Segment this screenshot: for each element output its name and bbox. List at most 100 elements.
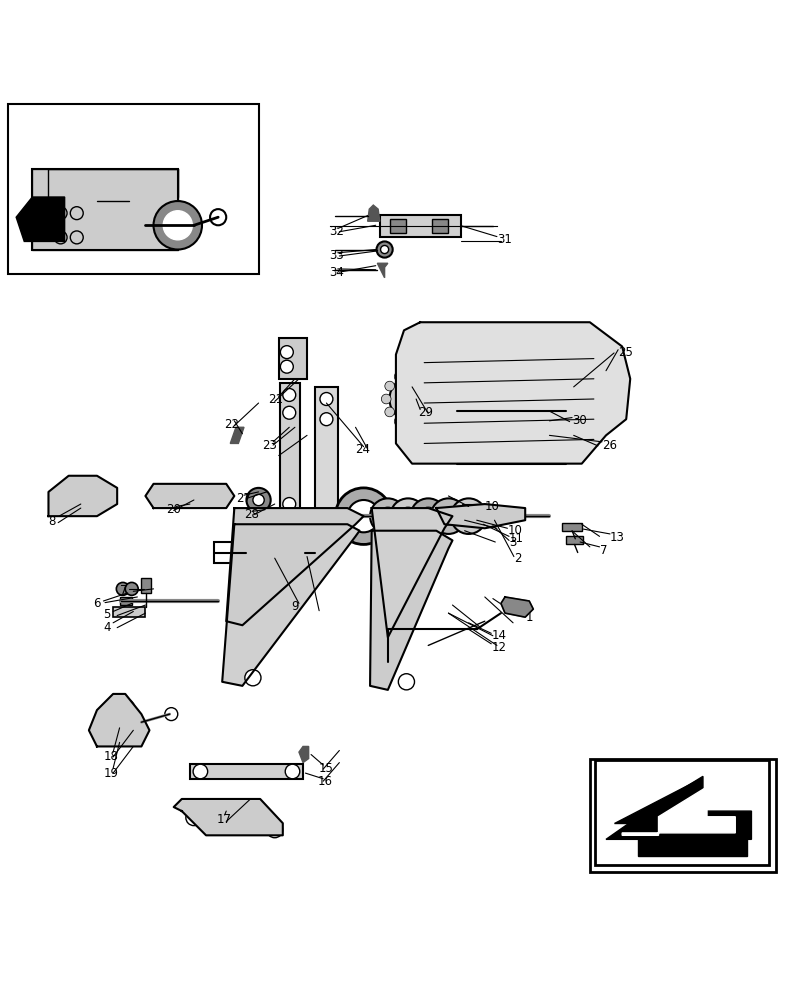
Polygon shape bbox=[16, 197, 65, 241]
Text: 13: 13 bbox=[610, 531, 625, 544]
Text: 3: 3 bbox=[509, 536, 516, 549]
Text: 26: 26 bbox=[602, 439, 617, 452]
Polygon shape bbox=[372, 508, 452, 637]
Text: 29: 29 bbox=[419, 406, 434, 419]
Text: 7: 7 bbox=[120, 584, 127, 597]
Text: 9: 9 bbox=[291, 600, 298, 613]
Circle shape bbox=[430, 381, 440, 391]
Circle shape bbox=[381, 394, 391, 404]
Bar bbox=[432, 219, 448, 233]
Circle shape bbox=[407, 368, 417, 378]
Text: 8: 8 bbox=[48, 515, 56, 528]
Bar bbox=[566, 536, 583, 544]
Text: 20: 20 bbox=[166, 503, 180, 516]
Circle shape bbox=[431, 498, 466, 534]
Circle shape bbox=[267, 822, 283, 838]
Bar bbox=[214, 542, 315, 563]
Bar bbox=[141, 578, 151, 593]
Circle shape bbox=[377, 241, 393, 258]
Circle shape bbox=[419, 507, 437, 525]
Circle shape bbox=[347, 500, 380, 532]
Text: 27: 27 bbox=[236, 492, 251, 505]
Polygon shape bbox=[145, 484, 234, 508]
Polygon shape bbox=[222, 524, 360, 686]
Circle shape bbox=[394, 372, 404, 381]
Polygon shape bbox=[230, 427, 244, 443]
Circle shape bbox=[420, 372, 430, 381]
Circle shape bbox=[193, 764, 208, 779]
Polygon shape bbox=[377, 263, 388, 278]
Bar bbox=[380, 215, 461, 237]
Circle shape bbox=[285, 764, 300, 779]
Text: 32: 32 bbox=[330, 225, 344, 238]
Circle shape bbox=[245, 670, 261, 686]
Circle shape bbox=[186, 809, 202, 826]
Text: 21: 21 bbox=[268, 393, 284, 406]
Circle shape bbox=[163, 211, 192, 240]
Bar bbox=[595, 760, 769, 865]
Polygon shape bbox=[614, 779, 747, 856]
Circle shape bbox=[283, 388, 296, 401]
Circle shape bbox=[385, 381, 394, 391]
Circle shape bbox=[460, 507, 478, 525]
Circle shape bbox=[394, 417, 404, 426]
Circle shape bbox=[79, 478, 99, 498]
Text: 10: 10 bbox=[507, 524, 522, 537]
Bar bbox=[190, 764, 303, 779]
Circle shape bbox=[400, 387, 424, 411]
Circle shape bbox=[433, 394, 443, 404]
Text: 30: 30 bbox=[572, 414, 587, 427]
Bar bbox=[469, 411, 549, 460]
Text: 2: 2 bbox=[514, 552, 521, 565]
Circle shape bbox=[259, 508, 271, 521]
Polygon shape bbox=[226, 508, 364, 625]
Text: 33: 33 bbox=[330, 249, 344, 262]
Circle shape bbox=[389, 376, 435, 422]
Text: 11: 11 bbox=[509, 532, 524, 545]
Polygon shape bbox=[436, 504, 525, 528]
Polygon shape bbox=[174, 799, 283, 835]
Circle shape bbox=[440, 507, 457, 525]
Circle shape bbox=[253, 494, 264, 506]
Bar bbox=[280, 383, 300, 516]
Text: 18: 18 bbox=[103, 750, 118, 763]
Bar bbox=[120, 597, 132, 605]
Polygon shape bbox=[89, 694, 149, 746]
Circle shape bbox=[111, 718, 135, 742]
Text: 23: 23 bbox=[263, 439, 277, 452]
Circle shape bbox=[370, 498, 406, 534]
Circle shape bbox=[63, 490, 82, 510]
Text: 31: 31 bbox=[497, 233, 511, 246]
Text: 4: 4 bbox=[103, 621, 111, 634]
Bar bbox=[113, 607, 145, 617]
Circle shape bbox=[283, 498, 296, 511]
Text: 34: 34 bbox=[330, 266, 344, 279]
Bar bbox=[562, 523, 582, 531]
Polygon shape bbox=[368, 205, 380, 221]
Text: 24: 24 bbox=[356, 443, 371, 456]
Circle shape bbox=[320, 393, 333, 405]
Text: 12: 12 bbox=[491, 641, 507, 654]
Circle shape bbox=[407, 420, 417, 430]
Circle shape bbox=[320, 413, 333, 426]
Bar bbox=[8, 104, 259, 274]
Polygon shape bbox=[48, 476, 117, 516]
Circle shape bbox=[280, 346, 293, 359]
Bar bbox=[390, 219, 406, 233]
Circle shape bbox=[116, 582, 129, 595]
Bar bbox=[32, 169, 178, 250]
Bar bbox=[279, 338, 307, 379]
Bar bbox=[590, 759, 776, 872]
Text: 5: 5 bbox=[103, 608, 111, 621]
Text: 15: 15 bbox=[319, 762, 334, 775]
Text: 14: 14 bbox=[491, 629, 507, 642]
Circle shape bbox=[335, 488, 392, 544]
Text: 17: 17 bbox=[217, 813, 232, 826]
Text: 7: 7 bbox=[600, 544, 607, 557]
Circle shape bbox=[154, 201, 202, 250]
Circle shape bbox=[451, 498, 486, 534]
Circle shape bbox=[420, 417, 430, 426]
Polygon shape bbox=[370, 531, 452, 690]
Circle shape bbox=[246, 488, 271, 512]
Text: 28: 28 bbox=[244, 508, 259, 521]
